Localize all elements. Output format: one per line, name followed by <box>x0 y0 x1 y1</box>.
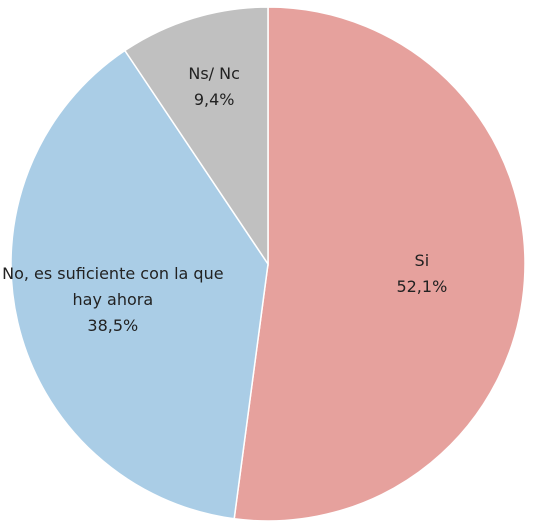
value-label: 38,5% <box>87 316 139 336</box>
pie-slice <box>10 49 269 520</box>
category-label: Ns/ Nc <box>188 63 240 83</box>
category-label: No, es suficiente con la que hay ahora <box>2 264 224 310</box>
value-label: 9,4% <box>193 89 235 109</box>
pie-slice <box>123 6 269 267</box>
slice-label: No, es suficiente con la que hay ahora 38… <box>0 261 228 339</box>
slice-label: Ns/ Nc 9,4% <box>99 61 329 113</box>
pie-slice <box>233 6 526 522</box>
slice-label: Si 52,1% <box>307 248 535 300</box>
category-label: Si <box>414 251 430 271</box>
value-label: 52,1% <box>396 277 448 297</box>
